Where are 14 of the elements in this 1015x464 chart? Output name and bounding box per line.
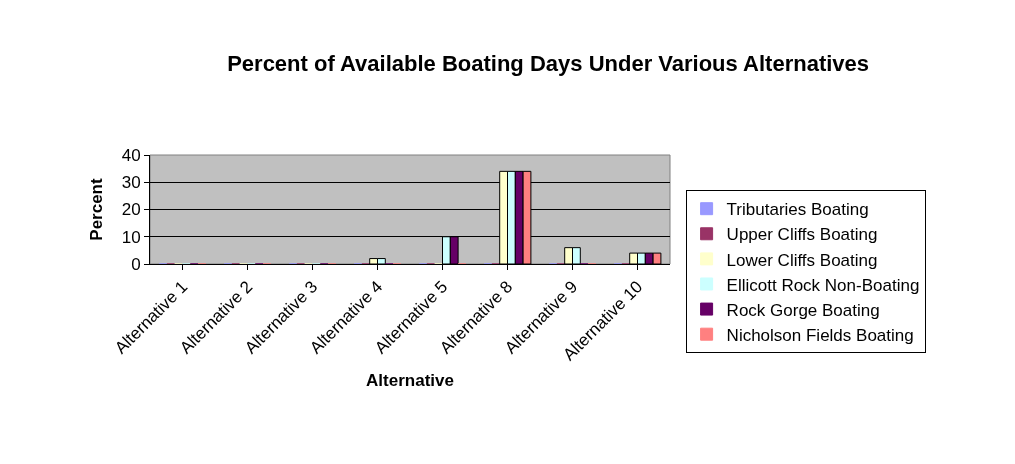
chart-title: Percent of Available Boating Days Under Various Alternatives	[227, 51, 870, 77]
legend-label: Lower Cliffs Boating	[726, 250, 878, 270]
y-tick-label: 0	[131, 254, 141, 274]
legend-label: Upper Cliffs Boating	[726, 225, 878, 245]
legend-label: Rock Gorge Boating	[726, 300, 880, 320]
y-tick-label: 10	[121, 227, 141, 247]
legend-label: Tributaries Boating	[726, 200, 869, 220]
y-tick-label: 30	[121, 173, 141, 193]
y-axis-title: Percent	[87, 177, 107, 241]
x-axis-title: Alternative	[366, 370, 454, 390]
legend-label: Nicholson Fields Boating	[726, 325, 914, 345]
y-tick-label: 40	[121, 145, 141, 165]
y-tick-label: 20	[121, 200, 141, 220]
legend-label: Ellicott Rock Non-Boating	[726, 275, 920, 295]
